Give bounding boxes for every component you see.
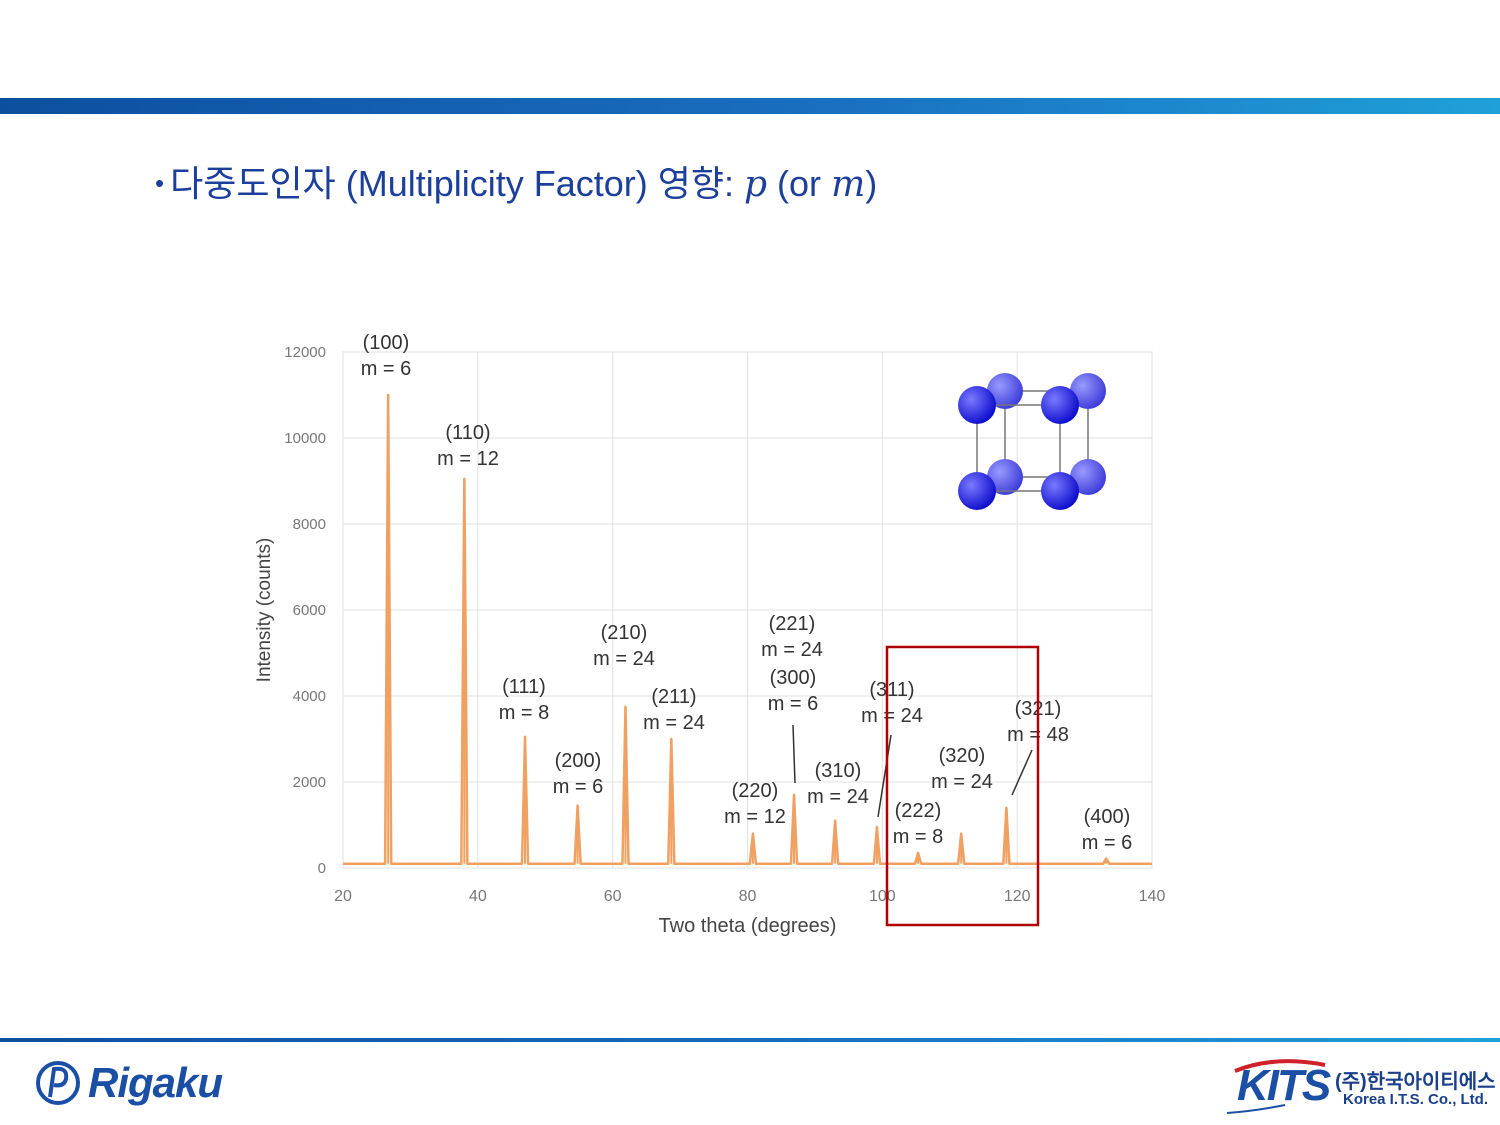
peak-multiplicity-label: m = 6 — [361, 358, 412, 380]
atom-front — [1041, 472, 1079, 510]
x-tick-label: 20 — [334, 888, 352, 905]
atom-front — [958, 472, 996, 510]
peak-hkl-label: (211) — [651, 686, 696, 708]
peak-hkl-label: (311) — [869, 679, 914, 701]
atom-back — [987, 373, 1023, 409]
title-text: 다중도인자 (Multiplicity Factor) 영향: — [170, 163, 744, 204]
y-tick-label: 12000 — [284, 344, 326, 361]
rigaku-emblem-icon — [36, 1061, 80, 1105]
slide-title: • 다중도인자 (Multiplicity Factor) 영향: p (or m… — [155, 155, 877, 207]
peak-multiplicity-label: m = 12 — [724, 806, 786, 828]
title-or: (or — [767, 163, 832, 204]
peak-multiplicity-label: m = 6 — [553, 776, 604, 798]
peak-hkl-label: (200) — [555, 750, 602, 772]
kits-wordmark: KITS — [1237, 1061, 1331, 1110]
peak-hkl-label: (220) — [732, 780, 779, 802]
highlight-box — [885, 645, 1040, 927]
peak-multiplicity-label: m = 24 — [643, 712, 705, 734]
kits-korean-name: (주)한국아이티에스 — [1335, 1071, 1496, 1093]
peak-hkl-label: (320) — [939, 745, 986, 767]
peak-multiplicity-label: m = 6 — [1082, 832, 1133, 854]
x-tick-label: 120 — [1004, 888, 1031, 905]
atom-front — [1041, 386, 1079, 424]
header-bar — [0, 98, 1500, 114]
atom-back — [1070, 373, 1106, 409]
x-tick-label: 80 — [739, 888, 757, 905]
y-tick-label: 4000 — [293, 688, 326, 705]
rigaku-wordmark: Rigaku — [88, 1059, 223, 1106]
peak-multiplicity-label: m = 24 — [861, 705, 923, 727]
peak-hkl-label: (210) — [601, 622, 648, 644]
atom-back — [987, 459, 1023, 495]
peak-multiplicity-label: m = 8 — [893, 826, 944, 848]
y-tick-label: 2000 — [293, 774, 326, 791]
y-tick-label: 6000 — [293, 602, 326, 619]
x-tick-label: 40 — [469, 888, 487, 905]
leader-line — [1011, 749, 1033, 796]
peak-hkl-label: (310) — [815, 760, 862, 782]
x-tick-label: 100 — [869, 888, 896, 905]
kits-logo: KITS (주)한국아이티에스 Korea I.T.S. Co., Ltd. — [1225, 1055, 1496, 1115]
x-tick-label: 140 — [1139, 888, 1166, 905]
leader-line — [792, 724, 796, 784]
title-m: m — [831, 164, 866, 205]
leader-line — [877, 734, 892, 818]
rigaku-logo: Rigaku — [34, 1055, 294, 1111]
peak-hkl-label: (300) — [770, 667, 817, 689]
title-p: p — [744, 164, 768, 205]
atom-back — [1070, 459, 1106, 495]
title-close: ) — [865, 163, 878, 204]
x-tick-label: 60 — [604, 888, 622, 905]
peak-hkl-label: (222) — [895, 800, 942, 822]
y-tick-label: 8000 — [293, 516, 326, 533]
peak-multiplicity-label: m = 8 — [499, 702, 550, 724]
peak-multiplicity-label: m = 24 — [807, 786, 869, 808]
y-tick-label: 0 — [318, 860, 326, 877]
peak-hkl-label: (110) — [445, 422, 490, 444]
xrd-chart: 20 40 60 80 100 120 140 0 2000 4000 6000 8000 10000 1… — [240, 305, 1200, 960]
title-bullet: • — [155, 168, 165, 198]
peak-hkl-label: (221) — [769, 613, 816, 635]
kits-english-name: Korea I.T.S. Co., Ltd. — [1343, 1091, 1489, 1108]
peak-hkl-label: (400) — [1084, 806, 1131, 828]
peak-hkl-label: (111) — [502, 676, 546, 698]
footer-line — [0, 1038, 1500, 1042]
peak-multiplicity-label: m = 6 — [768, 693, 819, 715]
x-axis-label: Two theta (degrees) — [659, 915, 837, 937]
kits-swoosh-icon — [1226, 1059, 1326, 1114]
y-tick-label: 10000 — [284, 430, 326, 447]
peak-multiplicity-label: m = 24 — [931, 771, 993, 793]
atom-front — [958, 386, 996, 424]
peak-multiplicity-label: m = 24 — [593, 648, 655, 670]
crystal-structure-icon — [958, 373, 1106, 510]
peak-multiplicity-label: m = 24 — [761, 639, 823, 661]
peak-multiplicity-label: m = 12 — [437, 448, 499, 470]
peak-hkl-label: (100) — [363, 332, 410, 354]
y-axis-label: Intensity (counts) — [254, 538, 275, 683]
xrd-chart-svg: 20 40 60 80 100 120 140 0 2000 4000 6000 8000 10000 1… — [254, 332, 1166, 937]
spectrum-line — [343, 393, 1152, 865]
